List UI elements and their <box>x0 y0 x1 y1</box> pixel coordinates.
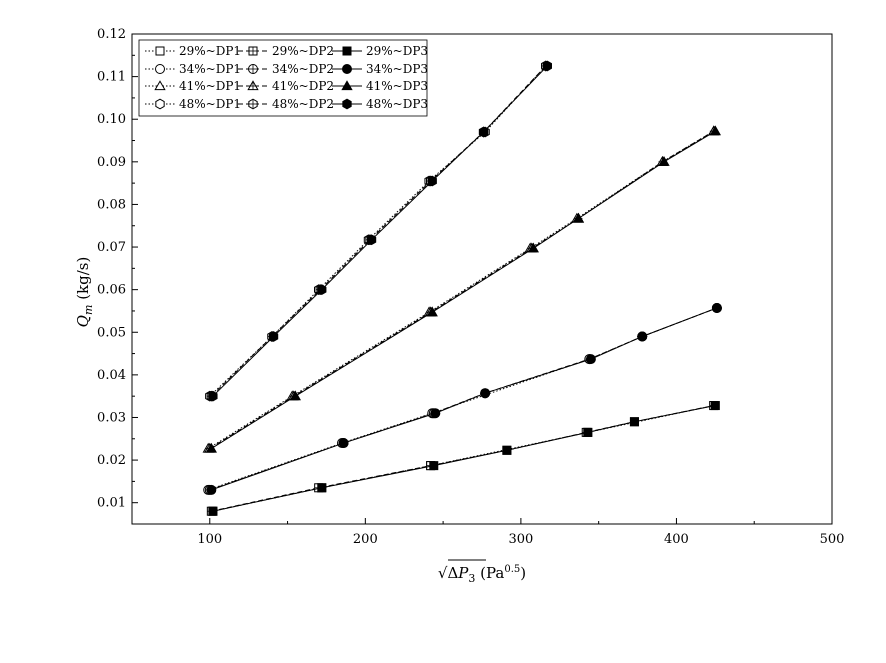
legend-label: 34%~DP2 <box>272 62 334 76</box>
x-tick-label: 500 <box>820 532 845 547</box>
legend-item: 29%~DP3 <box>332 44 428 58</box>
series-41-dp3 <box>205 125 721 453</box>
legend-label: 34%~DP1 <box>179 62 241 76</box>
y-axis-title: Qm (kg/s) <box>74 257 95 328</box>
legend-label: 41%~DP2 <box>272 79 334 93</box>
data-point <box>426 306 438 317</box>
legend-item: 48%~DP3 <box>332 97 428 111</box>
legend-item: 48%~DP2 <box>238 97 334 111</box>
data-point <box>366 234 377 246</box>
y-tick-label: 0.08 <box>97 197 126 212</box>
x-tick-label: 200 <box>353 532 378 547</box>
data-point <box>502 445 512 455</box>
data-point <box>208 506 218 516</box>
data-point <box>478 126 489 138</box>
legend-item: 29%~DP1 <box>145 44 241 58</box>
data-point <box>338 438 349 449</box>
series-29-dp2 <box>206 401 719 516</box>
data-point <box>527 242 539 253</box>
series-34-dp3 <box>206 302 722 495</box>
data-point <box>711 302 722 313</box>
data-point <box>658 156 670 166</box>
data-point <box>155 98 165 110</box>
data-point <box>205 442 217 453</box>
data-point <box>248 46 258 56</box>
data-point <box>247 80 259 91</box>
legend-item: 41%~DP2 <box>238 79 334 93</box>
series-29-dp1 <box>208 401 719 516</box>
data-point <box>206 484 217 495</box>
legend-item: 48%~DP1 <box>145 97 241 111</box>
data-point <box>155 64 165 74</box>
legend-item: 41%~DP3 <box>332 79 428 93</box>
y-axis: 0.01 0.02 0.03 0.04 0.05 0.06 0.07 0.08 0.09 0.10… <box>97 27 138 525</box>
series-29-dp3 <box>208 401 720 516</box>
series-48-dp3 <box>208 60 552 402</box>
legend-label: 41%~DP3 <box>366 79 428 93</box>
legend-label: 48%~DP3 <box>366 97 428 111</box>
y-tick-label: 0.09 <box>97 155 126 170</box>
data-point <box>427 175 437 187</box>
data-point <box>637 331 648 342</box>
data-point <box>429 461 439 471</box>
legend: 29%~DP1 29%~DP2 29%~DP3 34%~DP1 34%~DP2 34%~D… <box>138 39 428 117</box>
series-layer <box>202 60 722 516</box>
legend-label: 48%~DP1 <box>179 97 241 111</box>
x-axis: 100 200 300 400 500 <box>131 518 845 547</box>
data-point <box>629 417 639 427</box>
data-point <box>342 64 352 74</box>
data-point <box>317 284 327 296</box>
data-point <box>710 401 720 411</box>
y-tick-label: 0.03 <box>97 410 126 425</box>
y-tick-label: 0.11 <box>97 70 126 85</box>
y-tick-label: 0.01 <box>97 496 126 511</box>
data-point <box>480 388 491 399</box>
data-point <box>248 98 258 110</box>
y-tick-label: 0.10 <box>97 112 126 127</box>
x-tick-label: 400 <box>664 532 689 547</box>
data-point <box>430 408 441 419</box>
data-point <box>317 483 327 493</box>
legend-label: 29%~DP1 <box>179 44 241 58</box>
data-point <box>289 390 301 401</box>
series-line <box>211 130 716 450</box>
legend-item: 41%~DP1 <box>145 79 241 93</box>
legend-item: 34%~DP3 <box>332 62 428 76</box>
data-point <box>248 64 258 74</box>
legend-item: 34%~DP2 <box>238 62 334 76</box>
y-tick-label: 0.04 <box>97 368 126 383</box>
legend-label: 29%~DP3 <box>366 44 428 58</box>
y-tick-label: 0.02 <box>97 453 126 468</box>
y-tick-label: 0.07 <box>97 240 126 255</box>
data-point <box>208 390 218 402</box>
x-tick-label: 100 <box>197 532 222 547</box>
data-point <box>542 60 552 72</box>
x-axis-title: √ΔP3 (Pa0.5) <box>438 564 526 585</box>
data-point <box>154 80 166 91</box>
legend-item: 34%~DP1 <box>145 62 241 76</box>
data-point <box>585 354 596 365</box>
data-point <box>341 80 353 91</box>
legend-frame <box>138 39 428 117</box>
plot-frame <box>131 33 833 525</box>
y-tick-label: 0.12 <box>97 27 126 42</box>
legend-label: 34%~DP3 <box>366 62 428 76</box>
legend-label: 48%~DP2 <box>272 97 334 111</box>
data-point <box>572 212 585 223</box>
legend-label: 29%~DP2 <box>272 44 334 58</box>
data-point <box>155 46 165 56</box>
data-point <box>709 125 721 136</box>
data-point <box>268 331 279 342</box>
data-point <box>342 46 352 56</box>
x-tick-label: 300 <box>508 532 533 547</box>
legend-label: 41%~DP1 <box>179 79 241 93</box>
data-point <box>583 427 593 437</box>
y-tick-label: 0.06 <box>97 283 126 298</box>
y-tick-label: 0.05 <box>97 325 126 340</box>
legend-item: 29%~DP2 <box>238 44 334 58</box>
data-point <box>342 98 352 110</box>
